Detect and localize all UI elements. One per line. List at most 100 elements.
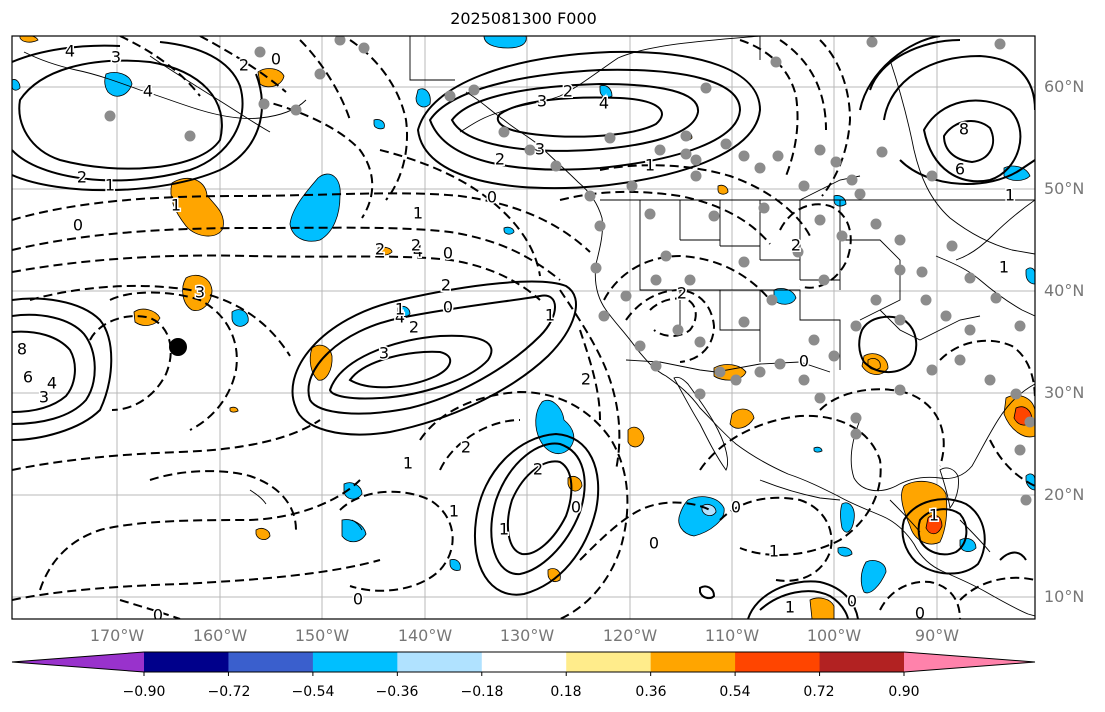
shaded-negative-region	[341, 519, 367, 543]
colorbar-segment	[312, 652, 398, 672]
shaded-negative-region	[104, 72, 133, 97]
lon-label-170w: 170°W	[89, 626, 145, 645]
lon-label-120w: 120°W	[602, 626, 658, 645]
contour-label: 6	[23, 368, 33, 387]
contour-label: 2	[461, 438, 471, 457]
contour-label: 1	[929, 506, 939, 525]
contour-label: 2	[239, 56, 249, 75]
contour-label: 1	[499, 520, 509, 539]
contour-label: 0	[847, 592, 857, 611]
contour-label: 2	[495, 150, 505, 169]
shaded-negative-region	[373, 119, 385, 130]
shaded-negative-region	[415, 88, 431, 108]
colorbar-segment	[397, 652, 483, 672]
contour-label: 1	[645, 156, 655, 175]
contour-label: 1	[785, 598, 795, 617]
station-markers	[104, 36, 1035, 506]
shaded-negative-region	[1003, 165, 1031, 181]
contour-label: 0	[443, 244, 453, 263]
contour-label: 0	[799, 352, 809, 371]
contour-label: 4	[395, 308, 405, 327]
lon-label-130w: 130°W	[499, 626, 555, 645]
colorbar-max-extension	[904, 652, 1035, 672]
colorbar-tick-label: −0.54	[291, 684, 335, 700]
contour-label: 3	[379, 344, 389, 363]
contour-label: 2	[791, 236, 801, 255]
contour-label: 6	[955, 160, 965, 179]
contour-label: 4	[413, 242, 423, 261]
lon-label-90w: 90°W	[914, 626, 960, 645]
contour-label: 4	[143, 82, 153, 101]
dashed-contour-lines	[12, 36, 1035, 619]
shaded-negative-region	[289, 173, 341, 242]
contour-label: 3	[111, 48, 121, 67]
colorbar-tick-label: −0.72	[207, 684, 251, 700]
shaded-negative-region	[397, 306, 411, 318]
shaded-positive-region	[809, 597, 835, 619]
shaded-negative-region	[1025, 267, 1035, 285]
shaded-positive-region	[377, 246, 393, 256]
shaded-negative-region	[773, 288, 797, 305]
shaded-positive-region	[133, 308, 161, 326]
colorbar-segment	[819, 652, 905, 672]
shaded-negative-region	[840, 502, 855, 533]
contour-label: 1	[403, 454, 413, 473]
contour-label: 4	[599, 94, 609, 113]
contour-label: 3	[535, 140, 545, 159]
shaded-positive-region	[257, 68, 285, 88]
contour-label: 2	[563, 82, 573, 101]
contour-label: 2	[411, 236, 421, 255]
contour-label: 2	[409, 318, 419, 337]
contour-label: 4	[47, 374, 57, 393]
contour-label: 2	[533, 460, 543, 479]
contour-label: 2	[375, 240, 385, 259]
colorbar	[11, 651, 1036, 676]
contour-label: 1	[999, 258, 1009, 277]
contour-label: 0	[443, 298, 453, 317]
contour-label: 0	[571, 498, 581, 517]
shaded-positive-region	[627, 426, 645, 448]
map-background	[12, 36, 1035, 619]
shaded-positive-region	[547, 568, 561, 582]
contour-label: 2	[677, 284, 687, 303]
contour-label: 0	[649, 534, 659, 553]
colorbar-tick-label: −0.36	[375, 684, 419, 700]
lon-label-110w: 110°W	[704, 626, 760, 645]
contour-label: 1	[769, 542, 779, 561]
coastlines-and-borders	[23, 36, 1035, 617]
colorbar-segment	[566, 652, 652, 672]
contour-label: 0	[731, 498, 741, 517]
colorbar-segment	[481, 652, 567, 672]
lat-label-20n: 20°N	[1044, 485, 1085, 504]
lon-label-140w: 140°W	[397, 626, 453, 645]
shaded-positive-region	[717, 184, 729, 195]
colorbar-segment	[735, 652, 821, 672]
shaded-negative-region	[343, 482, 363, 500]
shaded-positive-region	[229, 406, 239, 413]
contour-label: 1	[545, 306, 555, 325]
contour-label: 2	[441, 276, 451, 295]
colorbar-tick-label: 0.18	[550, 684, 582, 700]
contour-label: 0	[153, 606, 163, 625]
contour-label: 2	[581, 370, 591, 389]
colorbar-tick-label: 0.90	[888, 684, 920, 700]
map-title: 2025081300 F000	[450, 9, 597, 28]
shaded-negative-region	[483, 36, 527, 49]
colorbar-segment	[144, 652, 229, 672]
lat-label-50n: 50°N	[1044, 179, 1085, 198]
contour-label: 1	[1005, 186, 1015, 205]
contour-label: 0	[487, 188, 497, 207]
contour-label: 3	[39, 388, 49, 407]
lat-label-10n: 10°N	[1044, 587, 1085, 606]
shaded-negative-region	[535, 399, 575, 454]
highlighted-station-marker	[169, 338, 187, 356]
contour-label: 1	[395, 300, 405, 319]
shaded-negative-region	[837, 546, 853, 557]
contour-lines	[12, 36, 1035, 619]
contour-label: 1	[105, 176, 115, 195]
contour-label: 8	[959, 120, 969, 139]
map-frame	[11, 35, 1036, 620]
shaded-negative-region	[813, 446, 823, 453]
contour-label: 1	[449, 502, 459, 521]
